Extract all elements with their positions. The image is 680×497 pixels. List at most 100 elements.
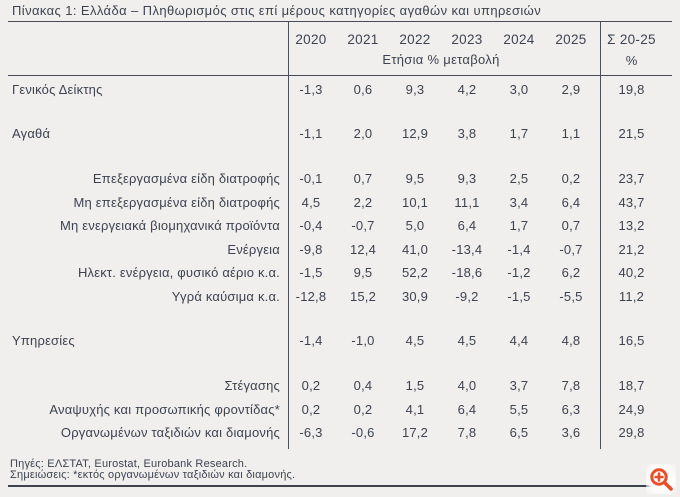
header-year: 2021 — [347, 31, 379, 47]
year-value-cell: 0,7 — [353, 171, 373, 187]
year-value-cell: 4,8 — [561, 332, 581, 348]
header-years-row: 2020 2021 2022 2023 2024 2025 — [288, 22, 600, 50]
header-year: 2020 — [295, 31, 327, 47]
year-value-cell: 4,5 — [405, 332, 425, 348]
year-value-cell: -1,4 — [507, 241, 531, 257]
table-footer: Πηγές: ΕΛΣΤΑΤ, Eurostat, Eurobank Resear… — [8, 458, 672, 485]
table-grid: 2020 2021 2022 2023 2024 2025 Ετήσια % μεταβο… — [8, 22, 672, 449]
year-value-cell: -1,0 — [351, 332, 375, 348]
row-label: Μη επεξεργασμένα είδη διατροφής — [73, 194, 280, 210]
table-row: Μη επεξεργασμένα είδη διατροφής 4,5 2,2 10,… — [8, 191, 672, 215]
zoom-in-icon[interactable] — [646, 464, 676, 494]
sum-value-cell: 24,9 — [618, 401, 645, 417]
row-label: Μη ενεργειακά βιομηχανικά προϊόντα — [60, 218, 280, 234]
table-row: Αναψυχής και προσωπικής φροντίδας* 0,2 0,2… — [8, 398, 672, 422]
year-value-cell: 0,2 — [561, 171, 581, 187]
year-value-cell: -9,8 — [299, 241, 323, 257]
year-value-cell: 1,1 — [561, 125, 581, 141]
year-value-cell: -1,5 — [507, 288, 531, 304]
year-value-cell: 2,5 — [509, 171, 529, 187]
year-value-cell: 5,0 — [405, 218, 425, 234]
table-row: Γενικός Δείκτης -1,3 0,6 9,3 4,2 3,0 2,9 19,8 — [8, 77, 672, 101]
row-group-gap — [8, 352, 672, 374]
header-year: 2022 — [399, 31, 431, 47]
row-label: Οργανωμένων ταξιδιών και διαμονής — [60, 425, 280, 441]
column-divider-right — [600, 22, 601, 449]
row-label: Γενικός Δείκτης — [12, 81, 103, 97]
year-value-cell: 6,4 — [561, 194, 581, 210]
year-value-cell: 4,5 — [301, 194, 321, 210]
table-title-bar: Πίνακας 1: Ελλάδα – Πληθωρισμός στις επί… — [8, 0, 672, 22]
sum-value-cell: 21,5 — [618, 125, 645, 141]
year-value-cell: 0,7 — [561, 218, 581, 234]
table-row: Ηλεκτ. ενέργεια, φυσικό αέριο κ.α. -1,5 9,… — [8, 261, 672, 285]
row-group-gap — [8, 145, 672, 167]
year-value-cell: 0,6 — [353, 81, 373, 97]
table-container: Πίνακας 1: Ελλάδα – Πληθωρισμός στις επί… — [8, 0, 672, 487]
year-value-cell: 12,4 — [349, 241, 377, 257]
row-group-gap — [8, 308, 672, 328]
year-value-cell: 30,9 — [401, 288, 429, 304]
year-value-cell: -0,6 — [351, 425, 375, 441]
year-value-cell: 9,3 — [457, 171, 477, 187]
row-label: Αγαθά — [12, 125, 51, 141]
sum-value-cell: 19,8 — [618, 81, 645, 97]
row-label: Ενέργεια — [227, 241, 280, 257]
table-row: Στέγασης 0,2 0,4 1,5 4,0 3,7 7,8 18,7 — [8, 374, 672, 398]
year-value-cell: 0,2 — [301, 401, 321, 417]
year-value-cell: 17,2 — [401, 425, 429, 441]
year-value-cell: 3,4 — [509, 194, 529, 210]
table-row: Υπηρεσίες -1,4 -1,0 4,5 4,5 4,4 4,8 16,5 — [8, 328, 672, 352]
year-value-cell: 4,5 — [457, 332, 477, 348]
year-value-cell: -1,1 — [299, 125, 323, 141]
year-value-cell: 9,3 — [405, 81, 425, 97]
header-sum-label: Σ 20-25 — [607, 31, 656, 47]
year-value-cell: -0,7 — [559, 241, 583, 257]
year-value-cell: -1,2 — [507, 265, 531, 281]
header-sum-column: Σ 20-25 % — [600, 22, 672, 75]
year-value-cell: -0,7 — [351, 218, 375, 234]
row-label: Επεξεργασμένα είδη διατροφής — [92, 171, 280, 187]
footnote: Σημειώσεις: *εκτός οργανωμένων ταξιδιών … — [10, 469, 296, 481]
year-value-cell: 41,0 — [401, 241, 429, 257]
year-value-cell: 2,2 — [353, 194, 373, 210]
year-value-cell: -5,5 — [559, 288, 583, 304]
year-value-cell: 12,9 — [401, 125, 429, 141]
header-year: 2024 — [503, 31, 535, 47]
table-row: Μη ενεργειακά βιομηχανικά προϊόντα -0,4 -0… — [8, 214, 672, 238]
year-value-cell: 6,3 — [561, 401, 581, 417]
sum-value-cell: 13,2 — [618, 218, 645, 234]
header-label-spacer — [8, 22, 288, 75]
row-label: Στέγασης — [224, 378, 280, 394]
sum-value-cell: 18,7 — [618, 378, 645, 394]
year-value-cell: 10,1 — [401, 194, 429, 210]
row-label: Ηλεκτ. ενέργεια, φυσικό αέριο κ.α. — [77, 265, 280, 281]
table-row: Υγρά καύσιμα κ.α. -12,8 15,2 30,9 -9,2 -1,5 -5… — [8, 285, 672, 309]
year-value-cell: 4,2 — [457, 81, 477, 97]
year-value-cell: -1,4 — [299, 332, 323, 348]
year-value-cell: 9,5 — [405, 171, 425, 187]
year-value-cell: 0,2 — [353, 401, 373, 417]
year-value-cell: 6,4 — [457, 401, 477, 417]
column-divider-left — [288, 22, 289, 449]
year-value-cell: -6,3 — [299, 425, 323, 441]
year-value-cell: 15,2 — [349, 288, 377, 304]
row-label: Υπηρεσίες — [12, 332, 75, 348]
table-header: 2020 2021 2022 2023 2024 2025 Ετήσια % μεταβο… — [8, 22, 672, 76]
year-value-cell: 52,2 — [401, 265, 429, 281]
year-value-cell: 2,0 — [353, 125, 373, 141]
header-year: 2025 — [555, 31, 587, 47]
sum-value-cell: 43,7 — [618, 194, 645, 210]
year-value-cell: 4,4 — [509, 332, 529, 348]
year-value-cell: -0,1 — [299, 171, 323, 187]
year-value-cell: 5,5 — [509, 401, 529, 417]
year-value-cell: 1,7 — [509, 125, 529, 141]
year-value-cell: -13,4 — [451, 241, 483, 257]
year-value-cell: 4,1 — [405, 401, 425, 417]
header-sum-unit: % — [625, 52, 638, 68]
sum-value-cell: 40,2 — [618, 265, 645, 281]
sum-value-cell: 29,8 — [618, 425, 645, 441]
row-group-gap — [8, 101, 672, 121]
year-value-cell: 6,2 — [561, 265, 581, 281]
